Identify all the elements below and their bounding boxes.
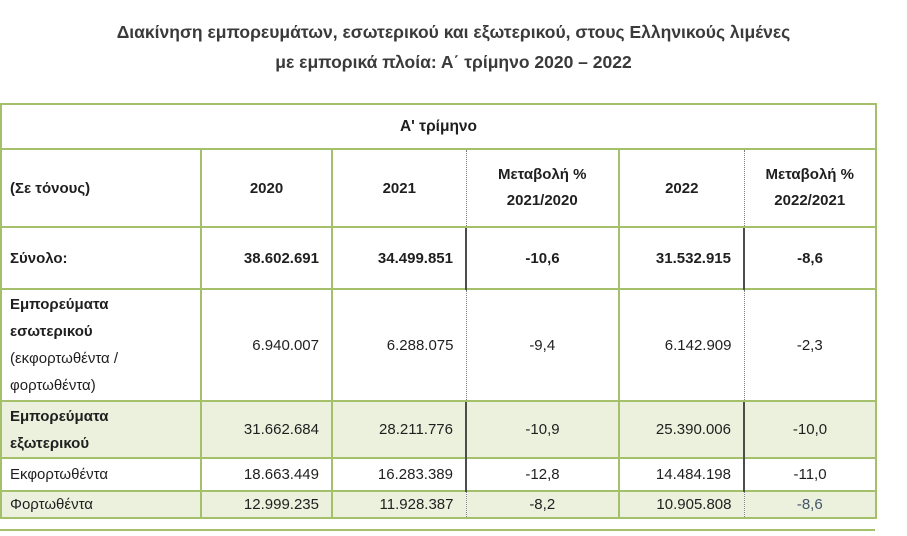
row-unloaded-change1: -12,8 xyxy=(465,457,619,491)
row-domestic-2022: 6.142.909 xyxy=(618,288,744,401)
row-loaded-2021: 11.928.387 xyxy=(331,490,466,518)
row-total-change1: -10,6 xyxy=(465,226,619,289)
row-total-2021: 34.499.851 xyxy=(331,226,466,289)
row-unloaded-2022: 14.484.198 xyxy=(618,457,744,491)
row-domestic-change2: -2,3 xyxy=(743,288,877,401)
row-international-2022: 25.390.006 xyxy=(618,400,744,458)
bottom-rule xyxy=(0,529,875,531)
unit-label-cell: (Σε τόνους) xyxy=(1,148,201,227)
row-international-2021: 28.211.776 xyxy=(331,400,466,458)
row-loaded-label: Φορτωθέντα xyxy=(1,490,201,518)
row-international-change2: -10,0 xyxy=(742,400,877,458)
col-header-2021: 2021 xyxy=(331,148,466,227)
quarter-header-cell: Α' τρίμηνο xyxy=(399,117,478,135)
row-loaded-change1: -8,2 xyxy=(465,490,619,518)
row-domestic-label: Εμπορεύματα εσωτερικού xyxy=(10,296,109,340)
col-header-change1-line2: 2021/2020 xyxy=(506,192,578,209)
row-international-2020: 31.662.684 xyxy=(200,400,332,458)
row-loaded-2022: 10.905.808 xyxy=(618,490,744,518)
row-international-label: Εμπορεύματα εξωτερικού xyxy=(10,407,109,452)
col-header-change-2021-2020: Μεταβολή % 2021/2020 xyxy=(465,148,619,227)
row-international-label-cell: Εμπορεύματα εξωτερικού xyxy=(1,400,201,458)
page-title-line2: με εμπορικά πλοία: Α΄ τρίμηνο 2020 – 202… xyxy=(275,52,632,72)
row-total-label: Σύνολο: xyxy=(1,226,201,289)
row-domestic-sublabel: (εκφορτωθέντα / φορτωθέντα) xyxy=(10,350,119,394)
col-header-change2-line2: 2022/2021 xyxy=(774,192,846,209)
col-header-change1-line1: Μεταβολή % xyxy=(498,166,587,183)
row-domestic-2021: 6.288.075 xyxy=(331,288,466,401)
row-unloaded-2020: 18.663.449 xyxy=(200,457,332,491)
col-header-2020: 2020 xyxy=(200,148,332,227)
table-header-row: (Σε τόνους) 2020 2021 Μεταβολή % 2021/20… xyxy=(1,148,877,227)
row-unloaded-2021: 16.283.389 xyxy=(331,457,466,491)
row-loaded-change2: -8,6 xyxy=(743,490,877,518)
row-total-change2: -8,6 xyxy=(742,226,877,289)
table-row-unloaded: Εκφορτωθέντα 18.663.449 16.283.389 -12,8… xyxy=(1,457,877,491)
row-domestic-2020: 6.940.007 xyxy=(200,288,332,401)
col-header-2022: 2022 xyxy=(618,148,744,227)
row-unloaded-label: Εκφορτωθέντα xyxy=(1,457,201,491)
col-header-change-2022-2021: Μεταβολή % 2022/2021 xyxy=(743,148,877,227)
row-international-change1: -10,9 xyxy=(465,400,619,458)
table-row-international: Εμπορεύματα εξωτερικού 31.662.684 28.211… xyxy=(1,400,877,458)
table-row-total: Σύνολο: 38.602.691 34.499.851 -10,6 31.5… xyxy=(1,226,877,289)
page-title-line1: Διακίνηση εμπορευμάτων, εσωτερικού και ε… xyxy=(116,22,791,42)
row-unloaded-change2: -11,0 xyxy=(742,457,877,491)
cargo-table: Α' τρίμηνο (Σε τόνους) 2020 2021 Μεταβολ… xyxy=(0,103,878,519)
row-loaded-2020: 12.999.235 xyxy=(200,490,332,518)
table-row-loaded: Φορτωθέντα 12.999.235 11.928.387 -8,2 10… xyxy=(1,490,877,518)
table-row-quarter-header: Α' τρίμηνο xyxy=(1,104,876,149)
row-domestic-label-cell: Εμπορεύματα εσωτερικού (εκφορτωθέντα / φ… xyxy=(1,288,201,401)
page-title: Διακίνηση εμπορευμάτων, εσωτερικού και ε… xyxy=(0,0,907,77)
row-total-2022: 31.532.915 xyxy=(618,226,744,289)
row-total-2020: 38.602.691 xyxy=(200,226,332,289)
col-header-change2-line1: Μεταβολή % xyxy=(765,166,854,183)
table-row-domestic: Εμπορεύματα εσωτερικού (εκφορτωθέντα / φ… xyxy=(1,288,877,401)
row-domestic-change1: -9,4 xyxy=(465,288,619,401)
